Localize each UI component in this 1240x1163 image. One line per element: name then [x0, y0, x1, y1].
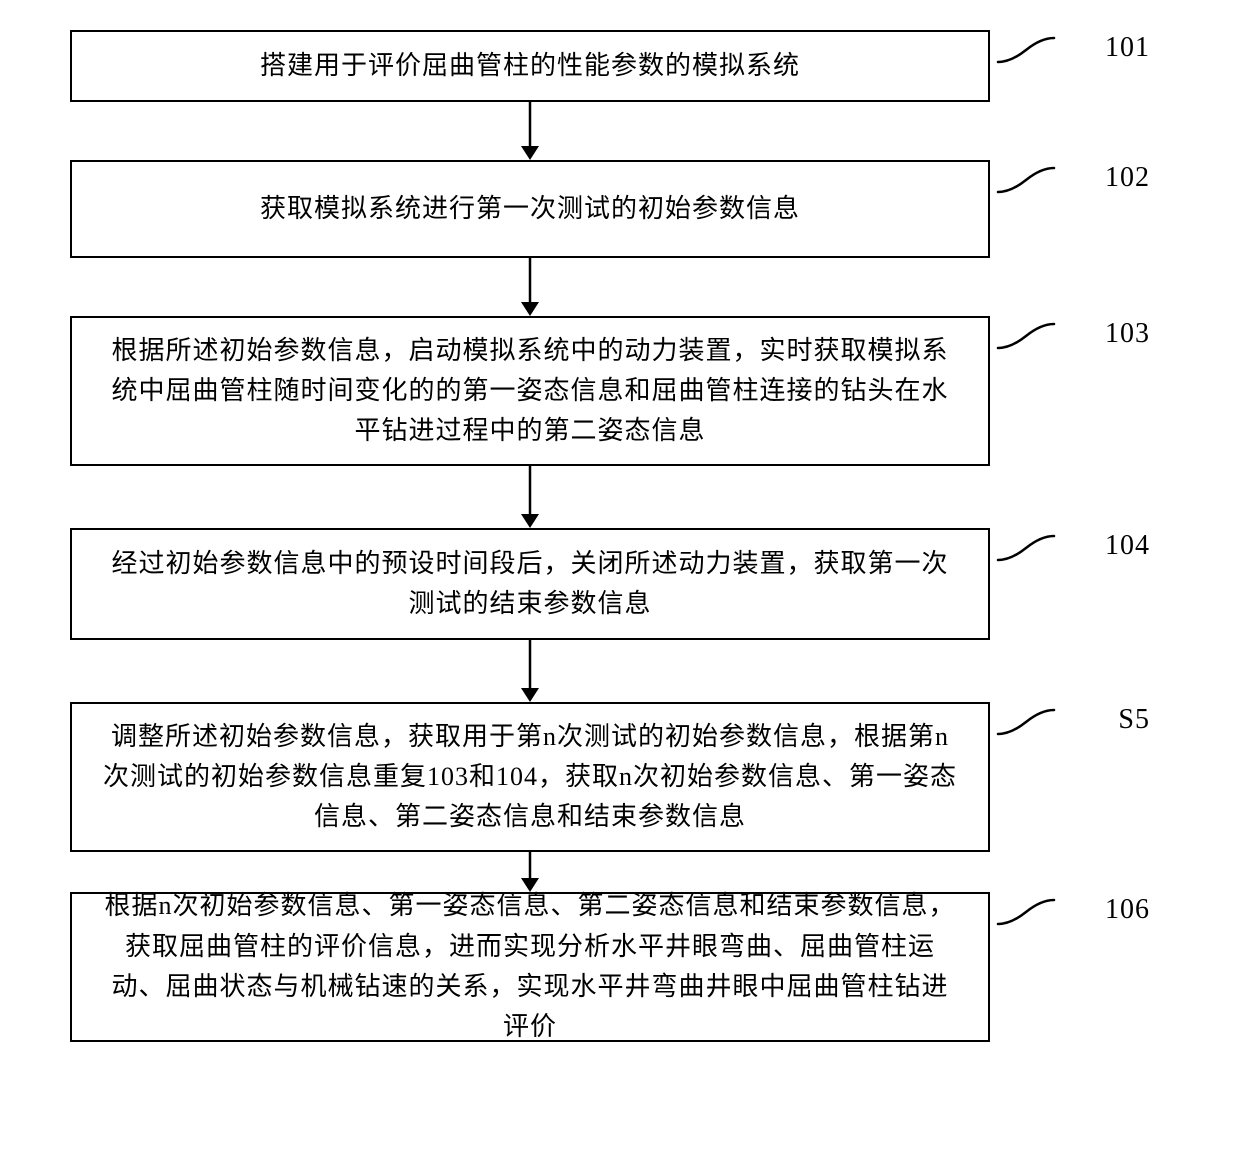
- flow-box-text: 调整所述初始参数信息，获取用于第n次测试的初始参数信息，根据第n次测试的初始参数…: [100, 717, 960, 838]
- flow-arrow: [70, 102, 990, 160]
- flow-box: 搭建用于评价屈曲管柱的性能参数的模拟系统: [70, 30, 990, 102]
- flow-box-text: 获取模拟系统进行第一次测试的初始参数信息: [260, 189, 800, 229]
- flow-step-s106: 根据n次初始参数信息、第一姿态信息、第二姿态信息和结束参数信息，获取屈曲管柱的评…: [70, 892, 1170, 1042]
- arrow-down-icon: [517, 258, 543, 316]
- step-label: 101: [1105, 32, 1150, 64]
- flow-box: 经过初始参数信息中的预设时间段后，关闭所述动力装置，获取第一次测试的结束参数信息: [70, 528, 990, 640]
- label-wrap: 106: [990, 892, 1150, 1042]
- arrow-down-icon: [517, 102, 543, 160]
- flow-step-s101: 搭建用于评价屈曲管柱的性能参数的模拟系统 101: [70, 30, 1170, 102]
- flow-box-text: 根据n次初始参数信息、第一姿态信息、第二姿态信息和结束参数信息，获取屈曲管柱的评…: [100, 886, 960, 1047]
- leader-curve-icon: [996, 898, 1056, 926]
- step-label: 106: [1105, 894, 1150, 926]
- arrow-down-icon: [517, 466, 543, 528]
- flow-arrow: [70, 466, 990, 528]
- step-label: 103: [1105, 318, 1150, 350]
- flow-step-s104: 经过初始参数信息中的预设时间段后，关闭所述动力装置，获取第一次测试的结束参数信息…: [70, 528, 1170, 640]
- label-wrap: 103: [990, 316, 1150, 466]
- flow-box-text: 根据所述初始参数信息，启动模拟系统中的动力装置，实时获取模拟系统中屈曲管柱随时间…: [100, 331, 960, 452]
- flow-step-s102: 获取模拟系统进行第一次测试的初始参数信息 102: [70, 160, 1170, 258]
- step-label: 102: [1105, 162, 1150, 194]
- step-label: 104: [1105, 530, 1150, 562]
- label-wrap: 101: [990, 30, 1150, 102]
- flow-box-text: 搭建用于评价屈曲管柱的性能参数的模拟系统: [260, 46, 800, 86]
- flow-box: 调整所述初始参数信息，获取用于第n次测试的初始参数信息，根据第n次测试的初始参数…: [70, 702, 990, 852]
- flow-box: 获取模拟系统进行第一次测试的初始参数信息: [70, 160, 990, 258]
- leader-curve-icon: [996, 708, 1056, 736]
- label-wrap: 104: [990, 528, 1150, 640]
- leader-curve-icon: [996, 534, 1056, 562]
- arrow-down-icon: [517, 640, 543, 702]
- flow-box: 根据n次初始参数信息、第一姿态信息、第二姿态信息和结束参数信息，获取屈曲管柱的评…: [70, 892, 990, 1042]
- flow-box-text: 经过初始参数信息中的预设时间段后，关闭所述动力装置，获取第一次测试的结束参数信息: [100, 544, 960, 625]
- flow-arrow: [70, 258, 990, 316]
- label-wrap: 102: [990, 160, 1150, 258]
- flow-step-s103: 根据所述初始参数信息，启动模拟系统中的动力装置，实时获取模拟系统中屈曲管柱随时间…: [70, 316, 1170, 466]
- step-label: S5: [1118, 704, 1150, 736]
- flow-arrow: [70, 640, 990, 702]
- label-wrap: S5: [990, 702, 1150, 852]
- leader-curve-icon: [996, 322, 1056, 350]
- leader-curve-icon: [996, 36, 1056, 64]
- flow-step-s105: 调整所述初始参数信息，获取用于第n次测试的初始参数信息，根据第n次测试的初始参数…: [70, 702, 1170, 852]
- flow-box: 根据所述初始参数信息，启动模拟系统中的动力装置，实时获取模拟系统中屈曲管柱随时间…: [70, 316, 990, 466]
- leader-curve-icon: [996, 166, 1056, 194]
